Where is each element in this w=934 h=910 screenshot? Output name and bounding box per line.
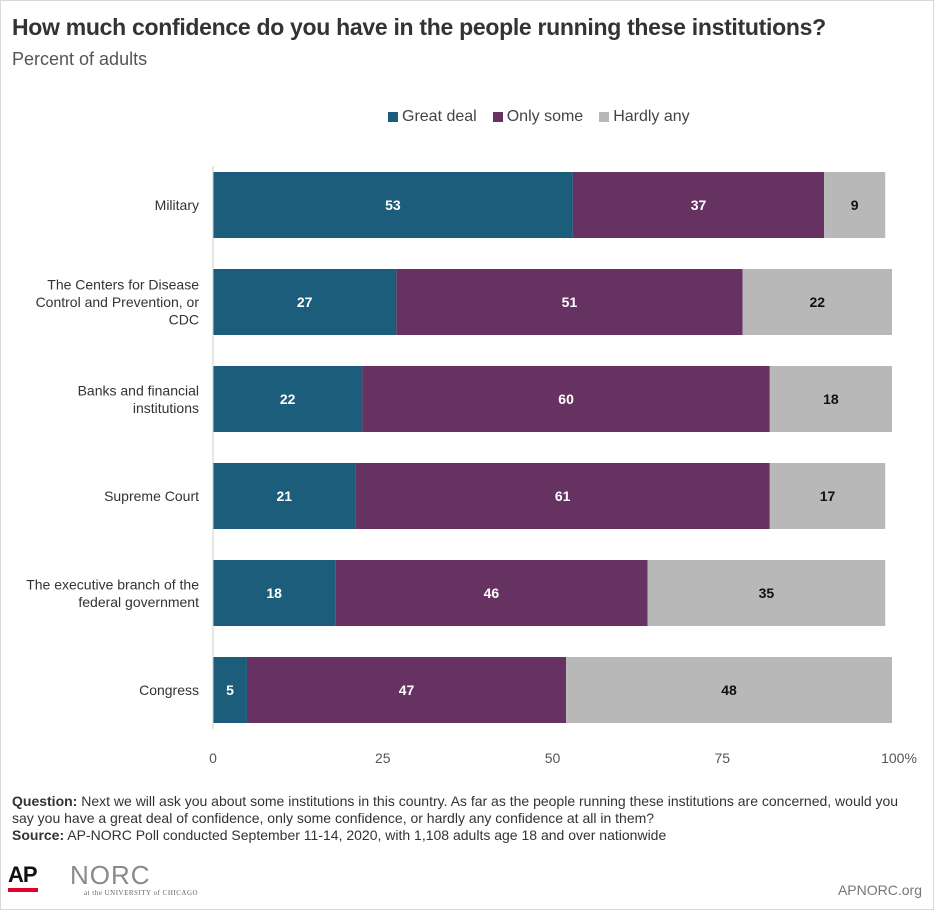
question-text: Next we will ask you about some institut… bbox=[12, 793, 899, 826]
bar-segment bbox=[246, 657, 567, 723]
data-label: 53 bbox=[385, 197, 401, 213]
data-label: 22 bbox=[280, 391, 296, 407]
bar-row: 18 46 35 bbox=[213, 560, 886, 626]
chart-legend: Great deal Only some Hardly any bbox=[388, 108, 690, 126]
bar-row: 5 47 48 bbox=[213, 657, 892, 723]
legend-item: Only some bbox=[492, 108, 584, 126]
category-label-line: institutions bbox=[133, 400, 199, 416]
x-tick-label: 100% bbox=[881, 750, 917, 766]
norc-logo-text: NORC bbox=[70, 860, 151, 890]
bar-segment bbox=[769, 366, 892, 432]
x-tick-label: 75 bbox=[714, 750, 730, 766]
x-tick-label: 50 bbox=[545, 750, 561, 766]
stacked-bar-chart: 53 37 9 Military 27 51 22 The Centers for Disea… bbox=[26, 166, 917, 766]
legend-label: Great deal bbox=[402, 108, 477, 125]
bar-segment bbox=[647, 560, 886, 626]
legend-item: Great deal bbox=[388, 108, 477, 126]
ap-logo-text: AP bbox=[8, 862, 38, 887]
bar-segment bbox=[335, 560, 648, 626]
bar-segment bbox=[572, 172, 825, 238]
norc-logo: NORC at the UNIVERSITY of CHICAGO bbox=[70, 860, 230, 900]
legend-label: Hardly any bbox=[613, 108, 690, 125]
data-label: 27 bbox=[297, 294, 313, 310]
x-tick-label: 25 bbox=[375, 750, 391, 766]
data-label: 35 bbox=[759, 585, 775, 601]
bar-segment bbox=[213, 463, 356, 529]
category-label: Banks and financial institutions bbox=[78, 382, 199, 416]
category-label-line: federal government bbox=[78, 594, 199, 610]
bar-segment bbox=[213, 560, 336, 626]
norc-logo-subtext: at the UNIVERSITY of CHICAGO bbox=[84, 889, 199, 897]
data-label: 51 bbox=[562, 294, 578, 310]
chart-subtitle: Percent of adults bbox=[12, 49, 148, 69]
data-label: 60 bbox=[558, 391, 574, 407]
legend-swatch bbox=[599, 112, 610, 122]
category-label-line: The Centers for Disease bbox=[47, 277, 199, 293]
bar-segment bbox=[396, 269, 743, 335]
data-label: 37 bbox=[691, 197, 707, 213]
category-label-line: Banks and financial bbox=[78, 382, 199, 398]
bar-segment bbox=[824, 172, 886, 238]
data-label: 17 bbox=[820, 488, 836, 504]
category-label-line: Congress bbox=[139, 682, 199, 698]
data-label: 9 bbox=[851, 197, 859, 213]
bar-segment bbox=[566, 657, 892, 723]
ap-logo: AP bbox=[8, 862, 38, 892]
category-label: Congress bbox=[139, 682, 199, 698]
data-label: 18 bbox=[266, 585, 282, 601]
category-label: The Centers for Disease Control and Preve… bbox=[36, 277, 200, 328]
category-label-line: Supreme Court bbox=[104, 488, 199, 504]
source-note: Source: AP-NORC Poll conducted September… bbox=[12, 827, 917, 844]
data-label: 47 bbox=[399, 682, 415, 698]
category-label-line: Control and Prevention, or bbox=[36, 294, 200, 310]
site-link[interactable]: APNORC.org bbox=[837, 882, 922, 898]
chart-title: How much confidence do you have in the p… bbox=[12, 14, 826, 40]
category-label-line: Military bbox=[155, 197, 199, 213]
footer-notes: Question: Next we will ask you about som… bbox=[12, 793, 917, 844]
bar-row: 53 37 9 bbox=[213, 172, 886, 238]
bar-segment bbox=[213, 269, 397, 335]
bar-segment bbox=[742, 269, 892, 335]
legend-swatch bbox=[388, 112, 398, 122]
category-label-line: CDC bbox=[169, 312, 199, 328]
question-note: Question: Next we will ask you about som… bbox=[12, 793, 917, 827]
data-label: 21 bbox=[277, 488, 293, 504]
bar-segment bbox=[355, 463, 770, 529]
data-label: 61 bbox=[555, 488, 571, 504]
legend-label: Only some bbox=[506, 108, 584, 125]
bar-row: 27 51 22 bbox=[213, 269, 892, 335]
ap-logo-underline bbox=[8, 888, 38, 892]
legend-swatch bbox=[492, 112, 503, 122]
bar-segment bbox=[213, 366, 363, 432]
data-label: 48 bbox=[721, 682, 737, 698]
category-label: Military bbox=[155, 197, 199, 213]
source-label: Source: bbox=[12, 827, 65, 843]
source-text: AP-NORC Poll conducted September 11-14, … bbox=[67, 827, 667, 843]
bar-segment bbox=[362, 366, 770, 432]
bar-segment bbox=[213, 172, 573, 238]
legend-item: Hardly any bbox=[599, 108, 690, 126]
bar-segment bbox=[213, 657, 247, 723]
category-label-line: The executive branch of the bbox=[26, 576, 199, 592]
bar-segment bbox=[769, 463, 886, 529]
data-label: 46 bbox=[484, 585, 500, 601]
data-label: 22 bbox=[810, 294, 826, 310]
category-label: The executive branch of the federal gover… bbox=[26, 576, 199, 610]
bar-row: 21 61 17 bbox=[213, 463, 886, 529]
question-label: Question: bbox=[12, 793, 78, 809]
data-label: 18 bbox=[823, 391, 839, 407]
x-tick-label: 0 bbox=[209, 750, 217, 766]
category-label: Supreme Court bbox=[104, 488, 199, 504]
bar-row: 22 60 18 bbox=[213, 366, 892, 432]
data-label: 5 bbox=[226, 682, 234, 698]
